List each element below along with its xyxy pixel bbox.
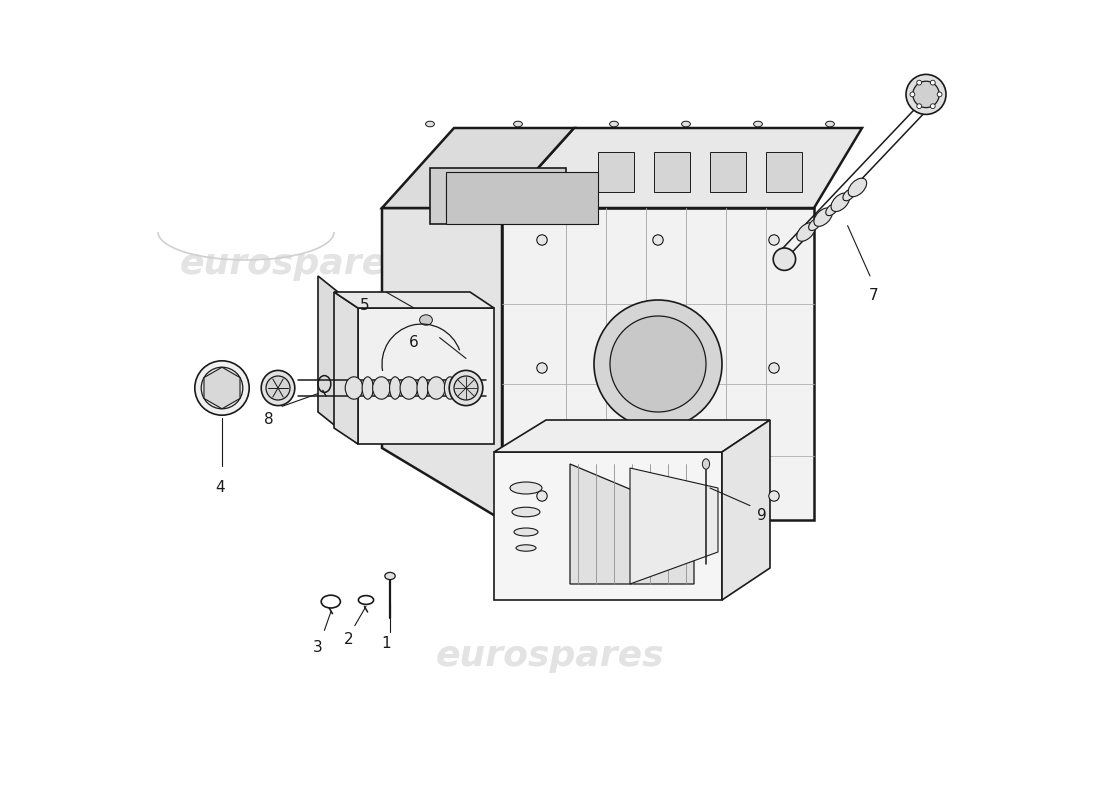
Ellipse shape (537, 235, 547, 245)
Polygon shape (446, 176, 550, 216)
Ellipse shape (426, 122, 434, 126)
Ellipse shape (703, 459, 710, 469)
Text: eurospares: eurospares (179, 247, 408, 281)
Polygon shape (654, 152, 690, 192)
Ellipse shape (652, 490, 663, 501)
Ellipse shape (814, 208, 833, 226)
Ellipse shape (449, 370, 483, 406)
Text: 4: 4 (216, 481, 225, 495)
Ellipse shape (913, 81, 939, 108)
Ellipse shape (428, 377, 446, 399)
Text: 5: 5 (360, 298, 370, 313)
Ellipse shape (594, 300, 722, 428)
Polygon shape (334, 292, 494, 308)
Ellipse shape (931, 104, 935, 109)
Ellipse shape (931, 80, 935, 85)
Ellipse shape (769, 363, 779, 373)
Polygon shape (570, 464, 694, 584)
Ellipse shape (843, 189, 855, 201)
Polygon shape (722, 420, 770, 600)
Ellipse shape (937, 92, 942, 97)
Ellipse shape (389, 377, 400, 399)
Polygon shape (382, 208, 502, 520)
Ellipse shape (512, 507, 540, 517)
Polygon shape (502, 128, 862, 208)
Ellipse shape (537, 363, 547, 373)
Ellipse shape (769, 490, 779, 501)
Ellipse shape (773, 248, 795, 270)
Ellipse shape (345, 377, 363, 399)
Polygon shape (318, 276, 358, 444)
Ellipse shape (373, 377, 390, 399)
Ellipse shape (808, 218, 821, 230)
Ellipse shape (454, 376, 478, 400)
Text: 1: 1 (382, 637, 390, 651)
Ellipse shape (266, 376, 290, 400)
Ellipse shape (754, 122, 762, 126)
Polygon shape (358, 308, 494, 444)
Polygon shape (446, 172, 598, 224)
Polygon shape (494, 420, 770, 452)
Ellipse shape (444, 377, 455, 399)
Ellipse shape (419, 314, 432, 326)
Polygon shape (710, 152, 746, 192)
Text: 8: 8 (264, 413, 273, 427)
Ellipse shape (201, 367, 243, 409)
Ellipse shape (514, 528, 538, 536)
Ellipse shape (514, 122, 522, 126)
Ellipse shape (826, 122, 835, 126)
Polygon shape (494, 452, 722, 600)
Polygon shape (430, 168, 566, 224)
Ellipse shape (400, 377, 418, 399)
Polygon shape (204, 367, 240, 409)
Text: eurospares: eurospares (531, 463, 760, 497)
Ellipse shape (510, 482, 542, 494)
Polygon shape (598, 152, 634, 192)
Ellipse shape (796, 222, 815, 242)
Ellipse shape (848, 178, 867, 197)
Ellipse shape (537, 490, 547, 501)
Polygon shape (382, 128, 574, 208)
Ellipse shape (826, 204, 838, 216)
Text: eurospares: eurospares (436, 639, 664, 673)
Ellipse shape (830, 193, 849, 211)
Ellipse shape (516, 545, 536, 551)
Polygon shape (334, 292, 358, 444)
Ellipse shape (916, 80, 922, 85)
Ellipse shape (385, 573, 395, 579)
Ellipse shape (906, 74, 946, 114)
Text: 7: 7 (869, 289, 879, 303)
Ellipse shape (910, 92, 915, 97)
Ellipse shape (682, 122, 691, 126)
Ellipse shape (610, 316, 706, 412)
Ellipse shape (916, 104, 922, 109)
Text: 2: 2 (343, 633, 353, 647)
Polygon shape (630, 468, 718, 584)
Ellipse shape (609, 122, 618, 126)
Ellipse shape (195, 361, 250, 415)
Ellipse shape (652, 235, 663, 245)
Text: 6: 6 (409, 335, 419, 350)
Ellipse shape (261, 370, 295, 406)
Polygon shape (502, 208, 814, 520)
Ellipse shape (417, 377, 428, 399)
Text: 3: 3 (314, 641, 323, 655)
Text: 9: 9 (757, 509, 767, 523)
Ellipse shape (415, 311, 437, 329)
Polygon shape (766, 152, 802, 192)
Ellipse shape (769, 235, 779, 245)
Ellipse shape (362, 377, 373, 399)
